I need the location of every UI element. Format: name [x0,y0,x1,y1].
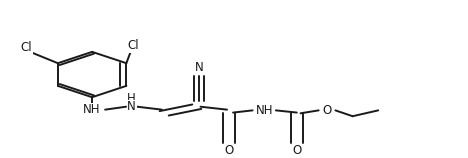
Text: O: O [225,144,234,157]
Text: O: O [322,104,332,117]
Text: NH: NH [256,104,273,117]
Text: N: N [195,61,204,74]
Text: Cl: Cl [21,41,32,54]
Text: H: H [127,92,136,105]
Text: NH: NH [83,103,101,116]
Text: Cl: Cl [127,39,139,52]
Text: O: O [292,144,301,157]
Text: N: N [127,100,136,113]
